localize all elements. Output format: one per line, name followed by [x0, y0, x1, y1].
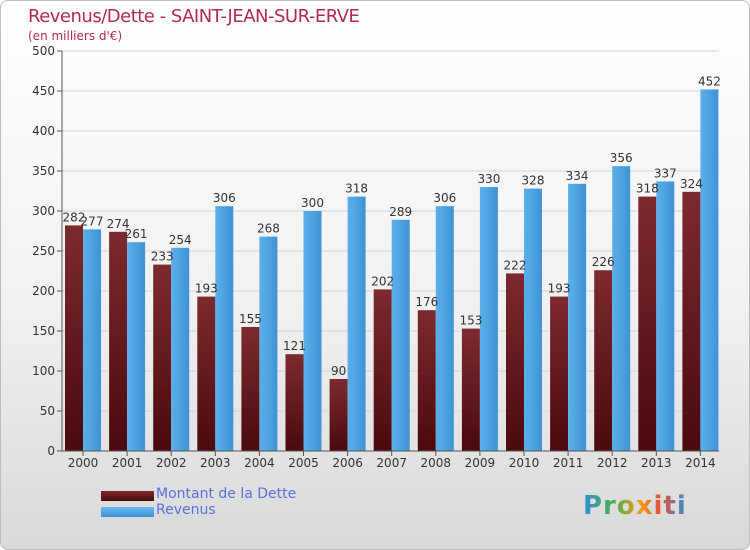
data-label-dette: 318: [636, 182, 659, 196]
chart-title: Revenus/Dette - SAINT-JEAN-SUR-ERVE: [28, 6, 360, 27]
bar-revenus: [435, 206, 454, 451]
bar-dette: [241, 327, 260, 451]
x-tick-label: 2009: [465, 456, 496, 470]
legend-swatch-revenus: [101, 507, 154, 517]
bar-revenus: [568, 183, 587, 452]
data-label-dette: 193: [195, 282, 218, 296]
data-label-dette: 153: [459, 314, 482, 328]
bar-dette: [65, 225, 83, 451]
legend-swatch-dette: [101, 491, 154, 501]
x-tick-label: 2004: [244, 456, 275, 470]
data-label-revenus: 277: [81, 214, 104, 228]
proxiti-logo: Proxiti: [583, 491, 687, 521]
x-tick-label: 2010: [509, 456, 540, 470]
bar-revenus: [127, 242, 146, 451]
x-tick-label: 2008: [421, 456, 452, 470]
y-tick-label: 250: [32, 244, 55, 258]
data-label-revenus: 334: [566, 169, 589, 183]
data-label-revenus: 318: [345, 182, 368, 196]
bar-revenus: [347, 196, 366, 451]
x-tick-label: 2001: [112, 456, 143, 470]
logo-text: Proxiti: [583, 491, 687, 521]
bar-revenus: [303, 211, 322, 451]
y-tick-label: 150: [32, 324, 55, 338]
x-tick-label: 2014: [685, 456, 716, 470]
x-tick-label: 2011: [553, 456, 584, 470]
y-tick-label: 100: [32, 364, 55, 378]
bar-dette: [506, 273, 524, 451]
data-label-revenus: 306: [433, 191, 456, 205]
y-tick-label: 450: [32, 84, 55, 98]
data-label-dette: 193: [548, 282, 571, 296]
y-tick-label: 200: [32, 284, 55, 298]
bar-dette: [461, 328, 480, 451]
bar-revenus: [612, 166, 631, 451]
data-label-dette: 176: [415, 295, 438, 309]
x-tick-label: 2013: [641, 456, 672, 470]
bar-revenus: [215, 206, 234, 451]
x-tick-label: 2000: [68, 456, 99, 470]
data-label-dette: 202: [371, 274, 394, 288]
bar-dette: [153, 264, 172, 451]
bar-dette: [329, 379, 348, 451]
data-label-dette: 226: [592, 255, 615, 269]
data-label-revenus: 330: [477, 172, 500, 186]
data-label-dette: 274: [107, 217, 130, 231]
data-label-dette: 324: [680, 177, 703, 191]
bar-dette: [550, 296, 569, 451]
data-label-dette: 222: [504, 258, 527, 272]
bar-dette: [682, 191, 701, 452]
bar-dette: [373, 289, 392, 451]
data-label-revenus: 300: [301, 196, 324, 210]
x-tick-label: 2005: [288, 456, 319, 470]
data-label-revenus: 261: [125, 227, 148, 241]
bar-revenus: [656, 181, 675, 451]
x-tick-label: 2006: [332, 456, 363, 470]
data-label-dette: 282: [63, 210, 86, 224]
data-label-revenus: 337: [654, 166, 677, 180]
bar-revenus: [700, 89, 719, 452]
bar-revenus: [171, 247, 190, 451]
data-label-dette: 155: [239, 312, 262, 326]
data-label-dette: 121: [283, 339, 306, 353]
legend-label-revenus: Revenus: [156, 502, 216, 518]
bar-revenus: [524, 188, 542, 451]
bar-dette: [197, 296, 216, 451]
bar-revenus: [479, 187, 498, 451]
bar-dette: [109, 231, 128, 451]
x-tick-label: 2007: [376, 456, 407, 470]
bar-dette: [594, 270, 613, 451]
data-label-dette: 90: [331, 364, 346, 378]
y-tick-label: 500: [32, 44, 55, 58]
chart-subtitle: (en milliers d'€): [28, 29, 123, 43]
x-tick-label: 2003: [200, 456, 231, 470]
x-tick-label: 2012: [597, 456, 628, 470]
y-tick-label: 50: [40, 404, 55, 418]
bar-revenus: [391, 219, 410, 451]
y-tick-label: 0: [47, 444, 55, 458]
bar-dette: [417, 310, 436, 451]
data-label-revenus: 306: [213, 191, 236, 205]
bar-revenus: [259, 236, 278, 451]
data-label-revenus: 289: [389, 205, 412, 219]
legend-label-dette: Montant de la Dette: [156, 486, 297, 502]
data-label-revenus: 356: [610, 151, 633, 165]
data-label-revenus: 254: [169, 233, 192, 247]
data-label-revenus: 328: [522, 174, 545, 188]
data-label-revenus: 268: [257, 222, 280, 236]
y-tick-label: 400: [32, 124, 55, 138]
y-tick-label: 350: [32, 164, 55, 178]
x-tick-label: 2002: [156, 456, 187, 470]
data-label-revenus: 452: [698, 74, 721, 88]
y-tick-label: 300: [32, 204, 55, 218]
bar-dette: [638, 196, 657, 451]
bar-dette: [285, 354, 304, 451]
bar-revenus: [83, 229, 101, 451]
data-label-dette: 233: [151, 250, 174, 264]
